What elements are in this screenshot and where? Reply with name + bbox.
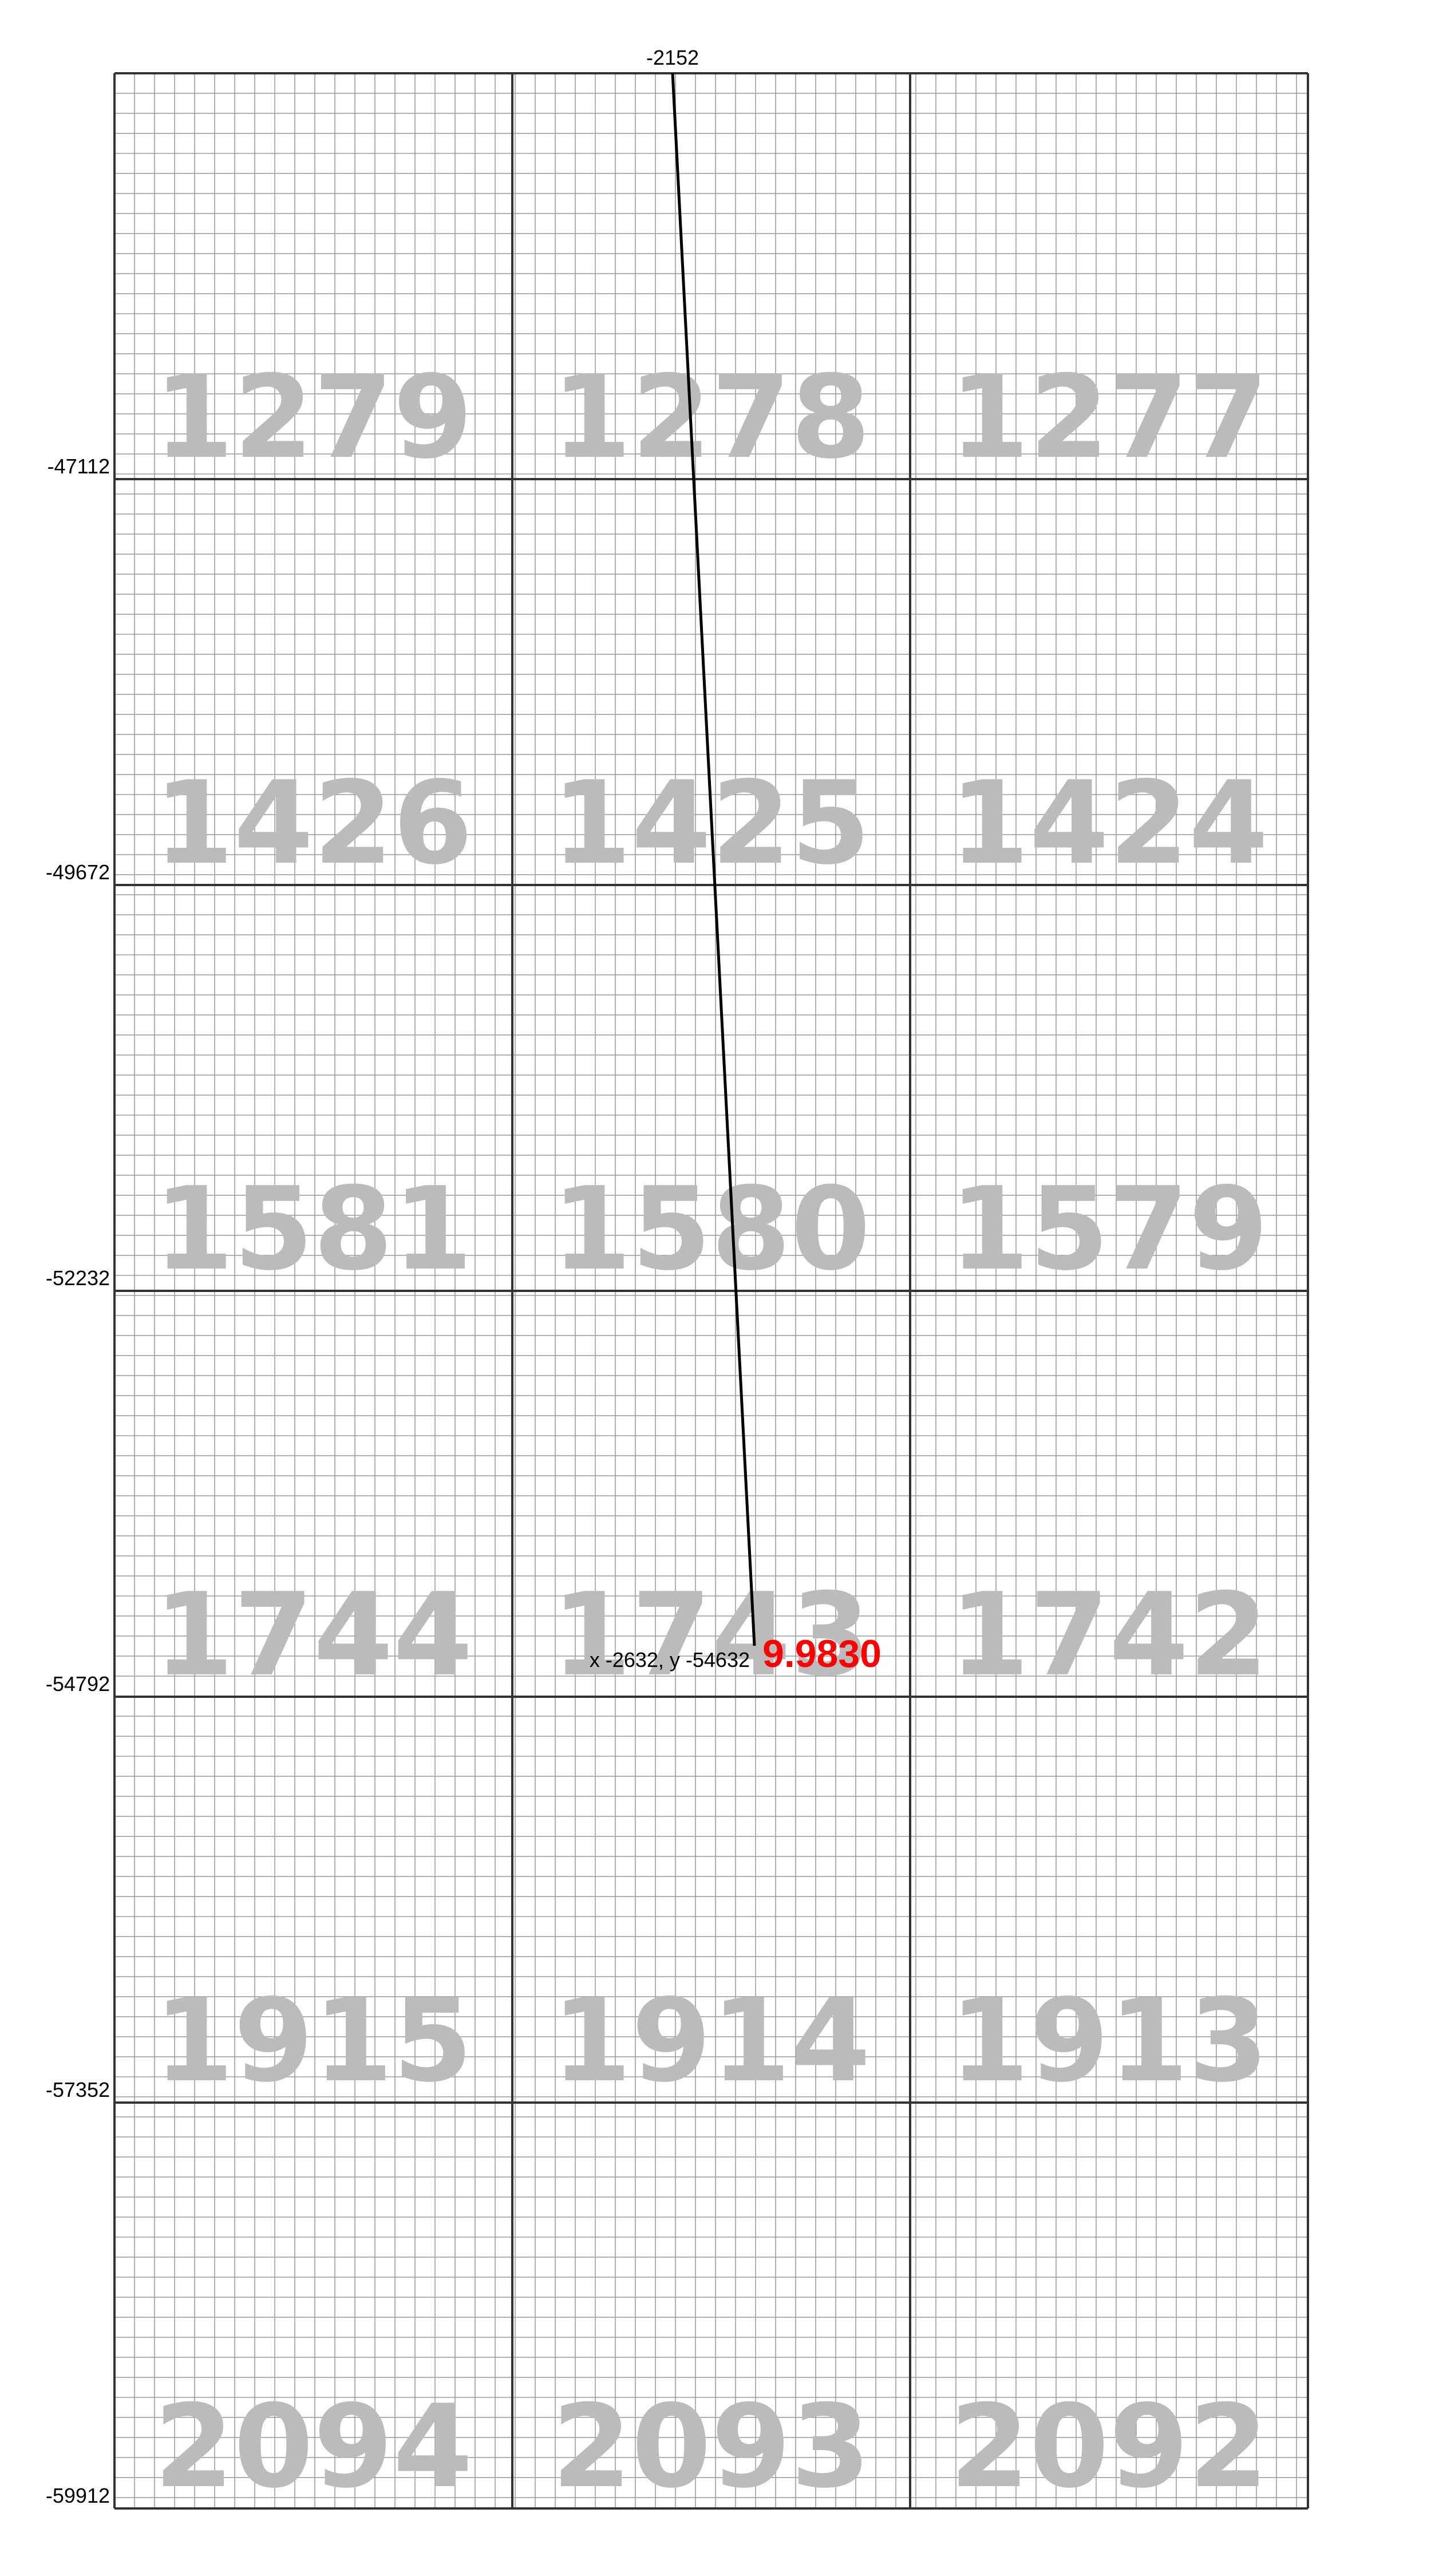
tile-number: 1581 [154,1163,473,1296]
row-coordinate-label: -57352 [46,2078,110,2101]
top-coordinate-label: -2152 [646,46,699,69]
tile-number: 1743 [552,1568,871,1702]
row-coordinate-label: -47112 [48,455,110,478]
route-line [671,73,756,1646]
row-coordinate-label: -52232 [46,1266,110,1290]
tile-number: 1580 [552,1163,871,1296]
major-grid [113,72,1309,2510]
tile-number: 1426 [154,757,473,890]
tile-number: 1279 [154,351,473,484]
tile-number: 1424 [950,757,1268,890]
tile-number: 2092 [950,2380,1268,2514]
tile-number: 1744 [154,1568,473,1702]
distance-label: 9.9830 [762,1632,881,1676]
tile-number: 1914 [552,1974,871,2108]
row-coordinate-label: -49672 [46,860,110,884]
tile-number: 1277 [950,351,1268,484]
row-coordinate-label: -59912 [46,2484,110,2507]
tile-number: 1913 [950,1974,1268,2108]
tile-number: 1742 [950,1568,1268,1702]
tile-number: 2093 [552,2380,871,2514]
tile-number: 2094 [154,2380,473,2514]
position-label: x -2632, y -54632 [590,1648,750,1672]
tile-number: 1278 [552,351,871,484]
tile-numbers: 1279127812771426142514241581158015791744… [154,351,1268,2514]
row-coordinate-label: -54792 [46,1672,110,1696]
tile-number: 1579 [950,1163,1268,1296]
row-coordinate-labels: -47112 -49672 -52232 -54792 -57352 -59912 [46,455,110,2507]
tile-number: 1915 [154,1974,473,2108]
